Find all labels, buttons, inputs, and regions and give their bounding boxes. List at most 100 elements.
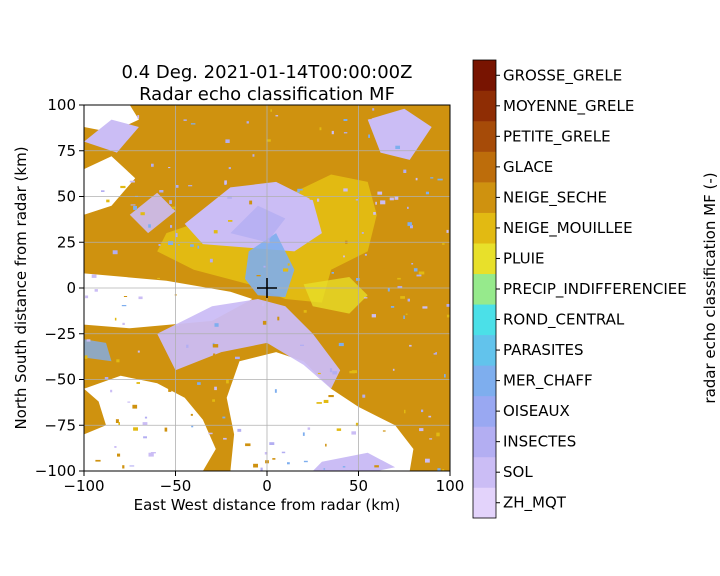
echo-speckle <box>133 206 137 210</box>
echo-speckle <box>309 197 314 200</box>
echo-speckle <box>436 432 440 437</box>
plot-area <box>83 104 451 472</box>
echo-speckle <box>227 196 232 199</box>
echo-speckle <box>114 446 117 448</box>
echo-speckle <box>86 339 91 342</box>
echo-speckle <box>373 212 376 215</box>
echo-speckle <box>133 427 138 431</box>
echo-speckle <box>343 119 348 121</box>
echo-speckle <box>85 295 89 299</box>
echo-speckle <box>224 180 227 185</box>
echo-speckle <box>331 272 334 274</box>
colorbar: ZH_MQT SOL INSECTES OISEAUX MER_CHAFF PARASIT… <box>472 59 687 519</box>
echo-speckle <box>212 399 215 402</box>
colorbar-swatch <box>473 60 496 91</box>
echo-speckle <box>325 443 327 447</box>
echo-region <box>230 205 286 243</box>
echo-speckle <box>392 368 395 371</box>
echo-speckle <box>164 427 168 432</box>
colorbar-swatch <box>473 334 496 366</box>
x-tick-label: 100 <box>436 477 465 495</box>
echo-region <box>84 119 139 153</box>
echo-speckle <box>404 409 406 414</box>
echo-speckle <box>116 359 120 363</box>
echo-speckle <box>405 313 408 315</box>
echo-speckle <box>338 342 344 347</box>
echo-speckle <box>143 436 147 439</box>
echo-speckle <box>112 250 118 255</box>
echo-speckle <box>188 185 193 187</box>
echo-speckle <box>394 196 399 200</box>
echo-speckle <box>331 130 334 135</box>
echo-speckle <box>213 353 216 358</box>
echo-speckle <box>190 413 193 416</box>
echo-speckle <box>307 427 311 430</box>
echo-speckle <box>274 389 277 393</box>
colorbar-swatch <box>473 151 496 183</box>
echo-speckle <box>363 297 368 299</box>
x-tick-label: −50 <box>160 477 192 495</box>
echo-speckle <box>223 437 227 440</box>
echo-speckle <box>407 222 412 226</box>
chart-subtitle: Radar echo classification MF <box>139 84 395 105</box>
y-tick-label: −25 <box>44 325 76 343</box>
echo-speckle <box>101 190 105 192</box>
echo-speckle <box>115 419 119 423</box>
echo-speckle <box>213 230 218 234</box>
echo-speckle <box>225 139 230 143</box>
echo-speckle <box>299 190 305 194</box>
x-tick-label: −100 <box>63 477 104 495</box>
echo-speckle <box>418 271 425 275</box>
echo-speckle <box>342 466 346 468</box>
echo-speckle <box>137 115 140 119</box>
echo-speckle <box>395 145 400 149</box>
echo-speckle <box>208 216 211 220</box>
echo-speckle <box>328 395 334 398</box>
echo-speckle <box>252 154 255 157</box>
colorbar-swatch <box>473 456 496 488</box>
echo-speckle <box>84 355 88 359</box>
echo-speckle <box>281 451 286 454</box>
colorbar-swatch <box>473 426 496 458</box>
echo-speckle <box>159 190 164 193</box>
echo-speckle <box>169 200 172 204</box>
echo-speckle <box>351 431 356 435</box>
echo-speckle <box>183 119 187 121</box>
echo-speckle <box>283 268 289 272</box>
echo-speckle <box>91 274 97 278</box>
colorbar-swatch <box>473 243 496 275</box>
echo-speckle <box>371 314 376 318</box>
echo-speckle <box>120 185 126 189</box>
echo-speckle <box>127 401 131 403</box>
y-tick-label: −50 <box>44 371 76 389</box>
echo-speckle <box>316 402 322 404</box>
echo-speckle <box>197 245 200 249</box>
echo-speckle <box>197 382 201 385</box>
echo-speckle <box>362 394 366 398</box>
echo-speckle <box>429 438 433 440</box>
echo-speckle <box>158 244 161 246</box>
echo-speckle <box>122 322 125 325</box>
echo-speckle <box>264 452 268 455</box>
colorbar-tick-label: PRECIP_INDIFFERENCIEE <box>503 280 687 299</box>
echo-speckle <box>166 185 171 188</box>
echo-speckle <box>407 206 409 209</box>
echo-speckle <box>416 274 422 277</box>
x-tick-label: 50 <box>349 477 368 495</box>
classification-field <box>84 105 450 471</box>
echo-speckle <box>144 416 148 419</box>
echo-speckle <box>382 265 385 269</box>
echo-speckle <box>121 305 127 307</box>
echo-speckle <box>262 303 264 307</box>
echo-speckle <box>117 453 121 457</box>
echo-speckle <box>123 296 128 297</box>
echo-speckle <box>421 409 424 413</box>
echo-speckle <box>110 389 113 393</box>
echo-region <box>367 108 432 160</box>
echo-speckle <box>431 359 437 363</box>
echo-speckle <box>89 423 93 426</box>
colorbar-swatch <box>473 487 496 519</box>
echo-region <box>303 277 368 314</box>
echo-speckle <box>446 314 450 318</box>
echo-speckle <box>277 316 280 321</box>
